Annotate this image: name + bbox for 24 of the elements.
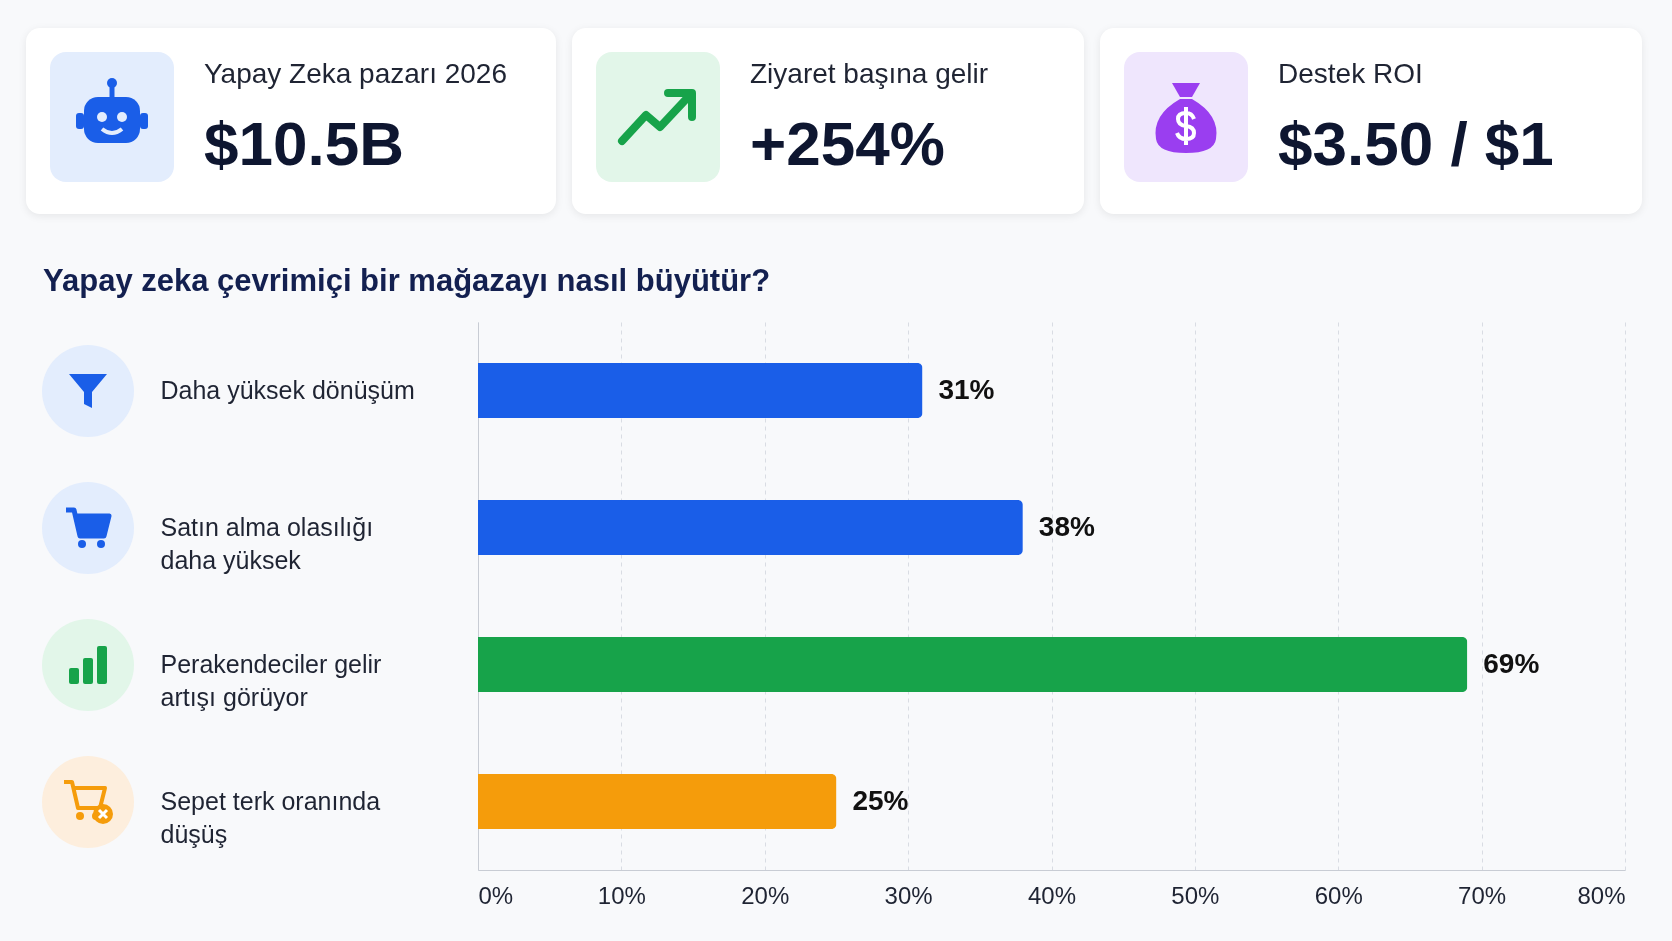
text: Destek ROI xyxy=(1278,58,1423,90)
x-tick-label: 0% xyxy=(478,881,514,909)
data-label: 25% xyxy=(852,784,909,816)
y-tick-label: Perakendeciler gelir artışı görüyor xyxy=(160,649,382,711)
text: $3.50 / $1 xyxy=(1278,108,1554,179)
chart-title: Yapay zeka çevrimiçi bir mağazayı nasıl büyütür? xyxy=(43,263,771,298)
x-tick-label: 10% xyxy=(597,881,646,909)
text: +254% xyxy=(750,108,945,179)
data-label: 31% xyxy=(938,373,995,405)
x-tick-label: 80% xyxy=(1577,881,1626,909)
x-tick-label: 30% xyxy=(884,881,933,909)
text: $10.5B xyxy=(204,108,404,179)
x-tick-label: 40% xyxy=(1027,881,1077,909)
data-label: 69% xyxy=(1483,647,1540,679)
y-tick-label: Satın alma olasılığı daha yüksek xyxy=(160,512,374,574)
data-label: 38% xyxy=(1038,510,1095,542)
text: Yapay Zeka pazarı 2026 xyxy=(204,58,508,90)
x-tick-label: 70% xyxy=(1458,881,1507,909)
y-tick-label: Daha yüksek dönüşüm xyxy=(160,375,415,404)
x-tick-label: 60% xyxy=(1314,881,1363,909)
text: Ziyaret başına gelir xyxy=(750,58,989,90)
y-tick-label: Sepet terk oranında düşüş xyxy=(160,786,381,848)
x-tick-label: 20% xyxy=(741,881,790,909)
x-tick-label: 50% xyxy=(1171,881,1220,909)
